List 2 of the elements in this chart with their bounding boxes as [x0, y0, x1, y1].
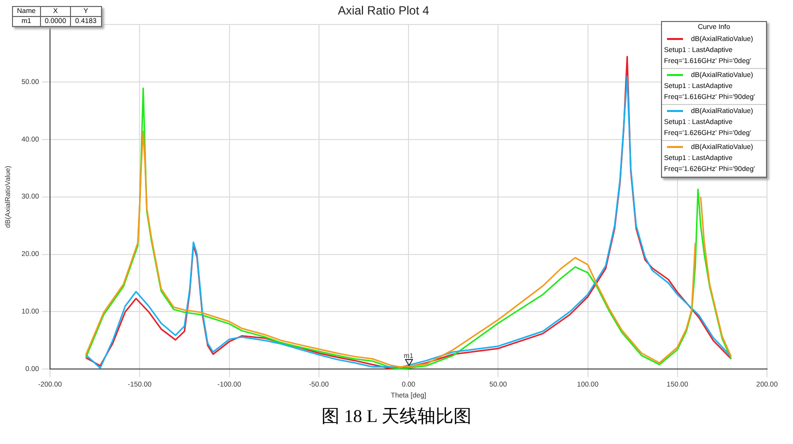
chart-title: Axial Ratio Plot 4: [338, 4, 430, 18]
caption: 图 18 L 天线轴比图: [320, 405, 472, 428]
